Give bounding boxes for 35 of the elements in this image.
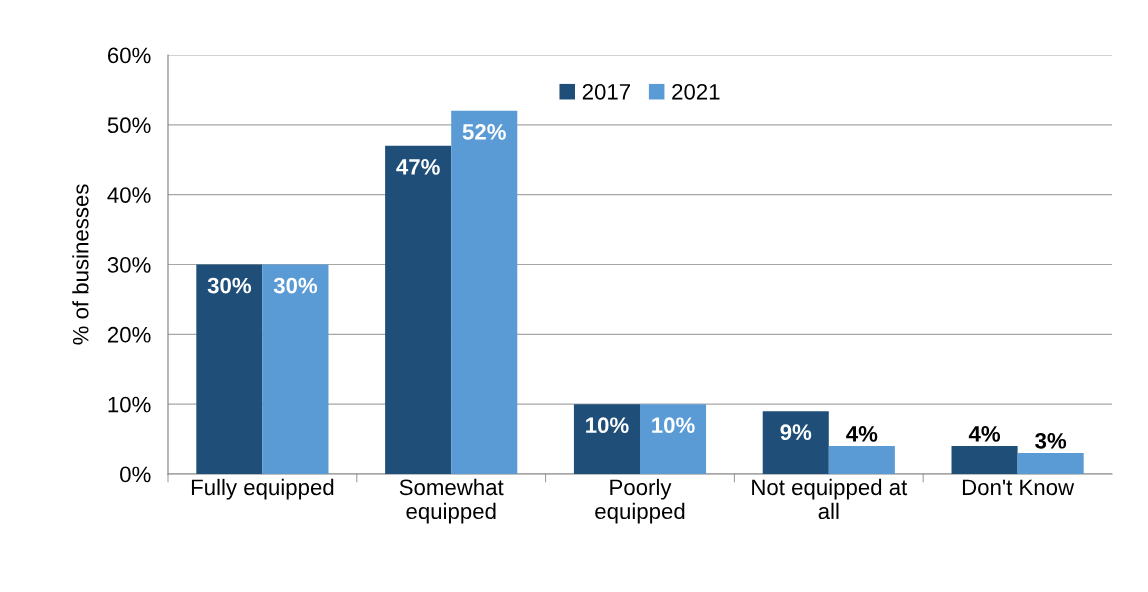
bar — [640, 404, 707, 474]
data-label: 10% — [652, 417, 695, 434]
y-tick-label: 50% — [107, 117, 151, 134]
y-tick-label: 20% — [107, 326, 151, 343]
x-tick-label: Somewhat equipped — [399, 478, 504, 524]
data-label: 30% — [207, 277, 252, 294]
bar — [1017, 453, 1084, 474]
bar — [762, 411, 829, 474]
y-tick-label: 10% — [108, 396, 151, 413]
y-tick-label: 60% — [107, 47, 151, 64]
bar — [385, 145, 452, 474]
y-axis-title: % of businesses — [72, 184, 89, 345]
legend-label: 2017 — [582, 83, 630, 100]
y-tick-label: 30% — [107, 257, 151, 273]
bar — [196, 264, 263, 474]
data-label: 9% — [780, 424, 812, 441]
bar — [262, 264, 329, 474]
data-label: 4% — [968, 425, 1001, 442]
bar — [951, 446, 1018, 474]
legend-label: 2021 — [672, 83, 720, 100]
bar — [451, 110, 518, 474]
x-tick-label: Don't Know — [962, 479, 1075, 496]
y-tick-label: 40% — [107, 187, 151, 203]
data-label: 52% — [462, 124, 506, 140]
x-tick-label: Fully equipped — [191, 478, 334, 500]
bar — [573, 404, 640, 474]
data-label: 4% — [846, 425, 878, 442]
data-label: 10% — [586, 417, 629, 434]
x-tick-label: Not equipped at all — [752, 478, 908, 520]
data-label: 47% — [396, 159, 440, 175]
x-tick-label: Poorly equipped — [595, 478, 685, 524]
y-tick-label: 0% — [120, 466, 151, 483]
data-label: 3% — [1035, 432, 1067, 449]
bar — [828, 446, 895, 474]
data-label: 30% — [273, 277, 318, 294]
